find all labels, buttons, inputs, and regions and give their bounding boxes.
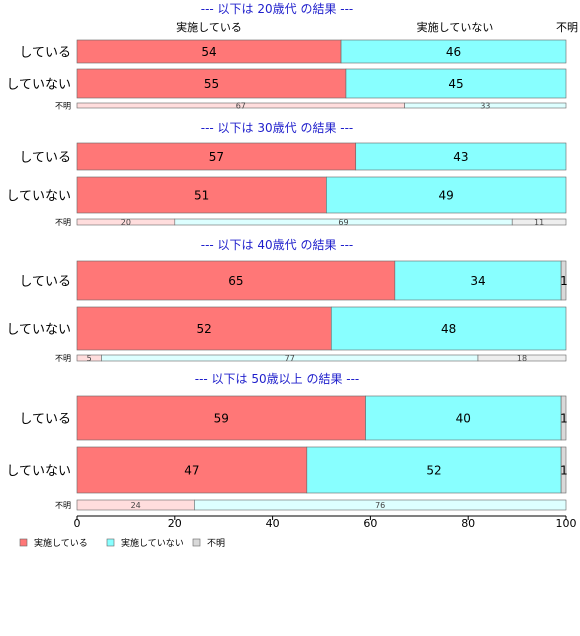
- top-category-label: 実施している: [176, 20, 242, 34]
- x-tick-label: 40: [266, 517, 280, 530]
- legend-swatch: [19, 538, 28, 547]
- row-label: していない: [6, 323, 71, 338]
- data-label: 52: [196, 322, 211, 336]
- bar-segment: [306, 446, 562, 494]
- data-label: 11: [534, 218, 544, 227]
- row-label: している: [19, 412, 71, 427]
- legend-swatch: [106, 538, 115, 547]
- unknown-row-segment: [477, 354, 567, 362]
- bar-segment: [76, 68, 347, 99]
- group-title: --- 以下は 20歳代 の結果 ---: [201, 2, 354, 16]
- data-label: 47: [184, 463, 199, 477]
- bar-segment: [345, 68, 567, 99]
- data-label: 40: [456, 411, 471, 425]
- data-label: 1: [560, 274, 568, 288]
- group-title: --- 以下は 30歳代 の結果 ---: [201, 121, 354, 135]
- legend-label: 不明: [207, 538, 225, 549]
- data-label: 5: [87, 354, 92, 363]
- unknown-row-label: 不明: [55, 102, 71, 111]
- bar-segment: [560, 260, 567, 301]
- data-label: 43: [453, 150, 468, 164]
- bar-segment: [560, 446, 567, 494]
- x-tick-label: 60: [363, 517, 377, 530]
- top-category-label: 不明: [556, 21, 578, 34]
- bar-segment: [330, 306, 567, 351]
- top-category-label: 実施していない: [417, 20, 494, 34]
- bar-segment: [365, 395, 562, 441]
- row-label: していない: [6, 189, 71, 204]
- data-label: 59: [214, 411, 229, 425]
- x-tick-label: 100: [556, 517, 577, 530]
- x-tick-label: 0: [74, 517, 81, 530]
- data-label: 55: [204, 77, 219, 91]
- unknown-row-segment: [194, 499, 567, 511]
- unknown-row-label: 不明: [55, 218, 71, 227]
- row-label: している: [19, 275, 71, 290]
- data-label: 45: [448, 77, 463, 91]
- data-label: 77: [285, 354, 295, 363]
- bar-segment: [76, 306, 332, 351]
- bar-segment: [355, 142, 567, 171]
- data-label: 67: [236, 101, 246, 110]
- data-label: 20: [121, 218, 131, 227]
- data-label: 52: [426, 463, 441, 477]
- unknown-row-segment: [511, 218, 567, 226]
- bar-segment: [560, 395, 567, 441]
- data-label: 33: [480, 101, 490, 110]
- bar-segment: [76, 176, 327, 214]
- group-title: --- 以下は 40歳代 の結果 ---: [201, 238, 354, 252]
- unknown-row-label: 不明: [55, 354, 71, 363]
- row-label: している: [19, 151, 71, 166]
- unknown-row-segment: [404, 102, 567, 109]
- data-label: 76: [375, 501, 385, 510]
- data-label: 46: [446, 45, 461, 59]
- row-label: している: [19, 46, 71, 61]
- row-label: していない: [6, 78, 71, 93]
- group-title: --- 以下は 50歳以上 の結果 ---: [195, 372, 360, 386]
- data-label: 51: [194, 188, 209, 202]
- bar-segment: [340, 39, 567, 64]
- data-label: 24: [131, 501, 141, 510]
- data-label: 34: [470, 274, 485, 288]
- row-label: していない: [6, 464, 71, 479]
- data-label: 1: [560, 411, 568, 425]
- data-label: 18: [517, 354, 527, 363]
- data-label: 54: [201, 45, 216, 59]
- data-label: 69: [338, 218, 348, 227]
- bar-segment: [326, 176, 567, 214]
- bar-segment: [76, 142, 357, 171]
- data-label: 65: [228, 274, 243, 288]
- data-label: 57: [209, 150, 224, 164]
- data-label: 48: [441, 322, 456, 336]
- data-label: 1: [560, 463, 568, 477]
- x-tick-label: 20: [168, 517, 182, 530]
- bar-segment: [394, 260, 562, 301]
- x-tick-label: 80: [461, 517, 475, 530]
- unknown-row-label: 不明: [55, 501, 71, 510]
- data-label: 49: [439, 188, 454, 202]
- legend-label: 実施していない: [121, 537, 184, 549]
- bar-segment: [76, 446, 308, 494]
- bar-segment: [76, 260, 396, 301]
- bar-segment: [76, 395, 366, 441]
- legend-label: 実施している: [34, 537, 88, 549]
- legend-swatch: [192, 538, 201, 547]
